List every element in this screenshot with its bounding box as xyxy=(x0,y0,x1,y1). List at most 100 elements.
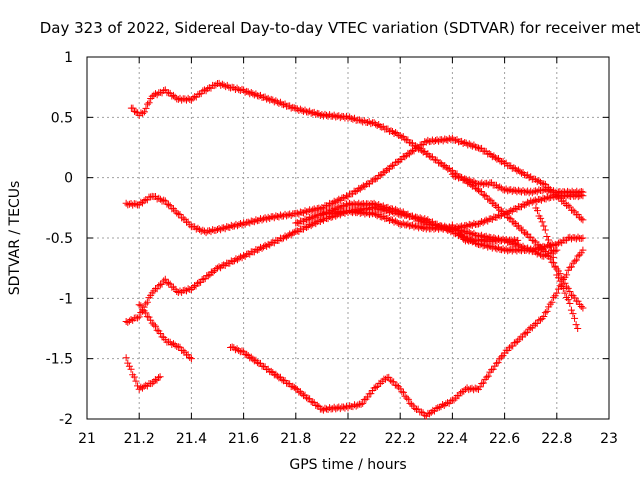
data-point-s6 xyxy=(372,383,380,391)
data-point-s1 xyxy=(275,99,283,107)
data-point-s5 xyxy=(579,234,587,242)
data-point-s6 xyxy=(510,339,518,347)
data-point-s8 xyxy=(540,252,548,260)
data-point-s6 xyxy=(270,371,278,379)
data-point-s1 xyxy=(204,85,212,93)
data-point-s11 xyxy=(540,222,548,230)
data-point-s1 xyxy=(142,104,150,112)
data-point-s2 xyxy=(579,216,587,224)
data-point-s2 xyxy=(335,195,343,203)
data-point-s5 xyxy=(134,314,142,322)
data-point-s6 xyxy=(479,379,487,387)
data-point-s9 xyxy=(468,178,476,186)
data-point-s8 xyxy=(335,203,343,211)
data-point-s11 xyxy=(556,277,564,285)
data-point-s6 xyxy=(533,319,541,327)
data-point-s7 xyxy=(482,216,490,224)
data-point-s1 xyxy=(393,130,401,138)
x-tick-label: 22 xyxy=(339,431,357,447)
data-point-s7 xyxy=(476,219,484,227)
data-point-s11 xyxy=(564,296,572,304)
data-point-s5 xyxy=(536,244,544,252)
data-point-s2 xyxy=(301,207,309,215)
data-point-s8 xyxy=(535,249,543,257)
data-point-s1 xyxy=(373,121,381,129)
data-point-s6 xyxy=(483,373,491,381)
data-point-s6 xyxy=(319,406,327,414)
data-point-s5 xyxy=(283,233,291,241)
data-point-s7 xyxy=(393,218,401,226)
grid-lines xyxy=(87,57,609,419)
data-point-s5 xyxy=(197,278,205,286)
data-point-s6 xyxy=(403,394,411,402)
data-point-s3 xyxy=(152,322,160,330)
data-point-s7 xyxy=(310,212,318,220)
data-point-s5 xyxy=(220,261,228,269)
data-point-s5 xyxy=(166,280,174,288)
data-point-s7 xyxy=(502,208,510,216)
data-point-s7 xyxy=(365,210,373,218)
data-point-s11 xyxy=(551,263,559,271)
data-point-s6 xyxy=(447,397,455,405)
data-point-s6 xyxy=(429,406,437,414)
data-point-s2 xyxy=(160,196,168,204)
data-point-s2 xyxy=(161,197,169,205)
data-point-s6 xyxy=(249,355,257,363)
data-point-s2 xyxy=(237,219,245,227)
data-point-s1 xyxy=(189,94,197,102)
data-point-s2 xyxy=(493,155,501,163)
data-point-s2 xyxy=(514,166,522,174)
data-point-s6 xyxy=(404,395,412,403)
data-point-s5 xyxy=(125,317,133,325)
data-point-s1 xyxy=(521,229,529,237)
data-point-s6 xyxy=(401,392,409,400)
data-point-s1 xyxy=(165,89,173,97)
data-point-s6 xyxy=(292,384,300,392)
data-point-s1 xyxy=(425,152,433,160)
data-point-s3 xyxy=(148,319,156,327)
data-point-s2 xyxy=(220,224,228,232)
x-tick-label: 21 xyxy=(78,431,96,447)
data-point-s3 xyxy=(187,355,195,363)
data-point-s1 xyxy=(290,104,298,112)
data-point-s6 xyxy=(253,359,261,367)
data-point-s2 xyxy=(275,213,283,221)
data-point-s6 xyxy=(450,396,458,404)
data-point-s6 xyxy=(484,372,492,380)
data-point-s1 xyxy=(312,110,320,118)
data-point-s9 xyxy=(522,188,530,196)
data-point-s6 xyxy=(522,329,530,337)
data-point-s2 xyxy=(330,197,338,205)
data-point-s3 xyxy=(137,302,145,310)
data-point-s1 xyxy=(168,92,176,100)
data-point-s6 xyxy=(408,400,416,408)
data-point-s6 xyxy=(367,390,375,398)
data-point-s6 xyxy=(574,252,582,260)
data-point-s5 xyxy=(498,246,506,254)
data-point-s11 xyxy=(544,236,552,244)
data-point-s6 xyxy=(426,410,434,418)
data-point-s7 xyxy=(504,209,512,217)
data-point-s5 xyxy=(160,277,168,285)
data-point-s2 xyxy=(264,213,272,221)
data-point-s6 xyxy=(399,388,407,396)
data-point-s6 xyxy=(540,313,548,321)
data-point-s6 xyxy=(386,376,394,384)
data-point-s2 xyxy=(473,143,481,151)
data-point-s2 xyxy=(194,224,202,232)
data-point-s1 xyxy=(390,130,398,138)
data-point-s9 xyxy=(516,187,524,195)
data-point-s7 xyxy=(544,193,552,201)
data-point-s8 xyxy=(435,223,443,231)
data-point-s6 xyxy=(273,372,281,380)
data-point-s5 xyxy=(556,238,564,246)
y-tick-label: -0.5 xyxy=(46,231,73,247)
data-point-s6 xyxy=(324,405,332,413)
data-point-s6 xyxy=(579,246,587,254)
data-point-s2 xyxy=(401,153,409,161)
data-point-s2 xyxy=(352,188,360,196)
data-point-s6 xyxy=(519,333,527,341)
data-point-s2 xyxy=(356,185,364,193)
data-point-s4 xyxy=(134,382,142,390)
data-point-s5 xyxy=(286,230,294,238)
